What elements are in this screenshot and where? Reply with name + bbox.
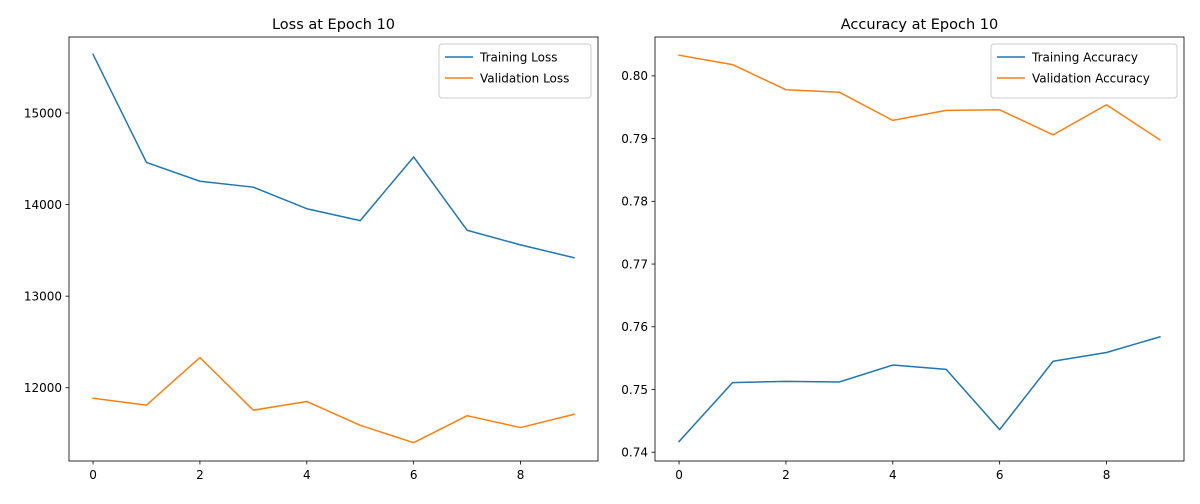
y-tick-label: 13000 [24, 289, 62, 303]
legend: Training Accuracy Validation Accuracy [991, 44, 1177, 98]
legend-label: Training Loss [479, 50, 557, 64]
y-tick-label: 14000 [24, 198, 62, 212]
legend-label: Training Accuracy [1031, 50, 1138, 64]
chart-loss: Loss at Epoch 10 0 2 4 6 8 12000 13000 14000 1500… [24, 17, 598, 482]
x-tick-label: 4 [303, 468, 311, 482]
x-tick-label: 0 [89, 468, 97, 482]
legend-label: Validation Loss [480, 71, 569, 85]
y-tick-label: 0.74 [621, 446, 648, 460]
series-line-validation-loss [93, 358, 574, 443]
series-line-training-accuracy [679, 337, 1160, 442]
x-tick-label: 8 [517, 468, 525, 482]
x-tick-label: 6 [996, 468, 1004, 482]
y-tick-label: 15000 [24, 106, 62, 120]
y-tick-label: 0.80 [621, 69, 648, 83]
x-tick-label: 8 [1103, 468, 1111, 482]
plot-frame [655, 37, 1184, 461]
x-tick-label: 6 [410, 468, 418, 482]
plot-frame [69, 37, 598, 461]
y-tick-label: 12000 [24, 381, 62, 395]
x-tick-label: 2 [196, 468, 204, 482]
chart-title: Loss at Epoch 10 [272, 17, 395, 33]
legend-label: Validation Accuracy [1032, 71, 1150, 85]
y-tick-label: 0.79 [621, 132, 648, 146]
x-tick-label: 0 [675, 468, 683, 482]
y-tick-label: 0.78 [621, 195, 648, 209]
chart-title: Accuracy at Epoch 10 [841, 17, 998, 33]
y-tick-label: 0.75 [621, 383, 648, 397]
x-tick-label: 2 [782, 468, 790, 482]
x-tick-label: 4 [889, 468, 897, 482]
legend: Training Loss Validation Loss [439, 44, 591, 98]
y-tick-label: 0.77 [621, 257, 648, 271]
chart-accuracy: Accuracy at Epoch 10 0 2 4 6 8 0.74 0.75 0.76 0.7… [621, 17, 1184, 482]
y-tick-label: 0.76 [621, 320, 648, 334]
